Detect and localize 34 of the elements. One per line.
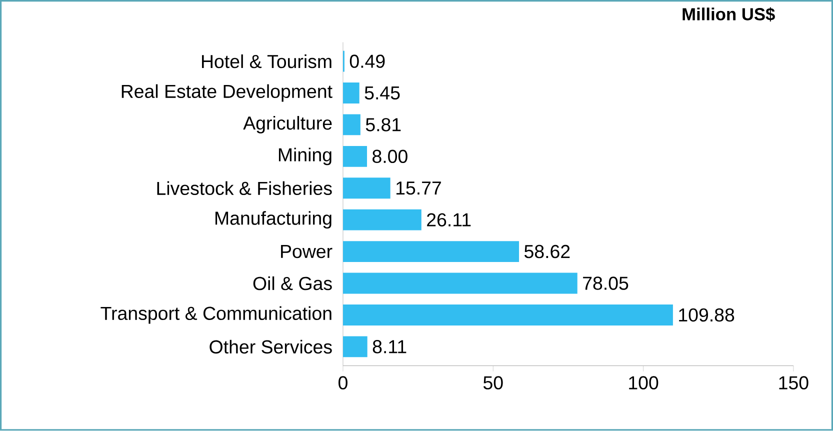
bar [342, 304, 673, 326]
y-tick-label: Hotel & Tourism [202, 54, 332, 68]
data-label: 8.11 [372, 340, 406, 354]
y-tick-label: Mining [278, 148, 332, 166]
data-label: 8.00 [372, 150, 408, 164]
y-tick-label: Real Estate Development [122, 84, 332, 102]
y-tick-label: Manufacturing [216, 211, 332, 229]
bar [342, 82, 360, 104]
data-label: 26.11 [427, 213, 471, 227]
data-label: 5.45 [364, 86, 400, 100]
data-label: 109.88 [679, 308, 734, 322]
y-tick-label: Transport & Communication [100, 306, 332, 324]
data-label: 5.81 [366, 118, 401, 132]
bar [342, 114, 360, 136]
bar [342, 146, 368, 168]
x-tick-label: 0 [338, 376, 348, 390]
bar [342, 336, 368, 358]
y-tick-label: Power [281, 245, 332, 258]
bar [342, 272, 578, 294]
y-tick-label: Other Services [210, 340, 332, 354]
bar [342, 210, 422, 230]
x-tick-label: 100 [629, 376, 658, 390]
bar [342, 241, 520, 262]
data-label: 58.62 [524, 245, 570, 258]
bar [342, 178, 390, 199]
chart-title: Million US$ [682, 7, 775, 22]
data-label: 15.77 [396, 182, 441, 195]
data-label: 0.49 [350, 54, 385, 68]
y-tick-label: Agriculture [243, 116, 332, 134]
y-tick-label: Livestock & Fisheries [157, 181, 332, 196]
x-tick-label: 150 [779, 376, 808, 390]
y-tick-label: Oil & Gas [253, 276, 332, 290]
data-label: 78.05 [583, 276, 628, 290]
x-tick-label: 50 [483, 376, 503, 390]
